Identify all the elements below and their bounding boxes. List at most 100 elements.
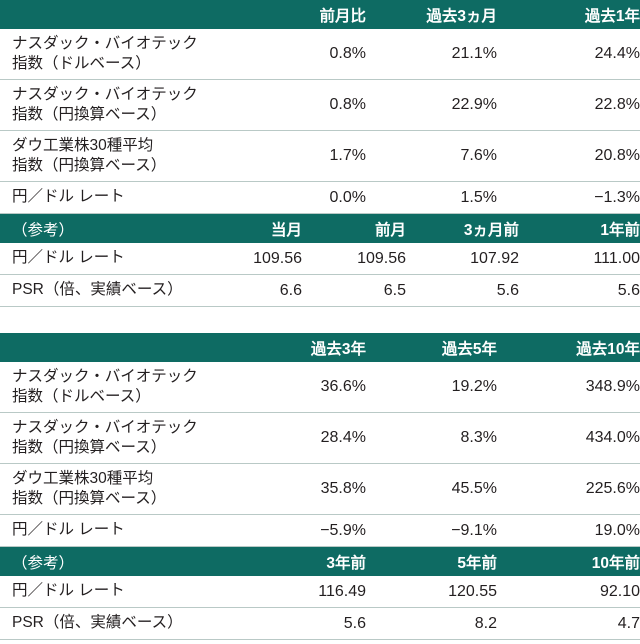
table-row: 円／ドル レート 109.56 109.56 107.92 111.00	[0, 243, 640, 275]
table-row: 円／ドル レート 116.49 120.55 92.10	[0, 576, 640, 608]
cell-value: −5.9%	[246, 514, 366, 547]
table-row: 円／ドル レート −5.9% −9.1% 19.0%	[0, 514, 640, 547]
cell-value: 92.10	[497, 576, 640, 608]
cell-value: 6.6	[182, 274, 302, 307]
cell-value: 1.5%	[366, 181, 497, 214]
row-label-line: ナスダック・バイオテック	[12, 367, 198, 385]
reference-header-cell: 3年前	[246, 547, 366, 576]
row-label: ナスダック・バイオテック 指数（円換算ベース）	[0, 79, 246, 131]
row-label: 円／ドル レート	[0, 514, 246, 547]
cell-value: 19.2%	[366, 362, 497, 413]
table-gap	[0, 307, 640, 333]
row-label-line: 指数（ドルベース）	[12, 388, 151, 405]
row-label-line: 円／ドル レート	[12, 188, 125, 206]
table-row: ダウ工業株30種平均 指数（円換算ベース） 1.7% 7.6% 20.8%	[0, 130, 640, 182]
table-longterm: 過去3年 過去5年 過去10年 ナスダック・バイオテック 指数（ドルベース） 3…	[0, 333, 640, 547]
cell-value: 35.8%	[246, 463, 366, 515]
row-label-line: 指数（ドルベース）	[12, 55, 151, 72]
cell-value: 19.0%	[497, 514, 640, 547]
cell-value: 111.00	[519, 243, 640, 275]
cell-value: 5.6	[406, 274, 519, 307]
row-label-line: 指数（円換算ベース）	[12, 490, 167, 507]
header-cell-blank	[0, 0, 246, 29]
row-label: 円／ドル レート	[0, 576, 246, 608]
row-label: 円／ドル レート	[0, 243, 182, 275]
table-row: ナスダック・バイオテック 指数（円換算ベース） 28.4% 8.3% 434.0…	[0, 412, 640, 464]
cell-value: 28.4%	[246, 412, 366, 464]
cell-value: 0.0%	[246, 181, 366, 214]
row-label-line: 指数（円換算ベース）	[12, 106, 167, 123]
row-label: ナスダック・バイオテック 指数（ドルベース）	[0, 362, 246, 413]
row-label: ナスダック・バイオテック 指数（円換算ベース）	[0, 412, 246, 464]
table-row: ナスダック・バイオテック 指数（ドルベース） 0.8% 21.1% 24.4%	[0, 29, 640, 80]
cell-value: 0.8%	[246, 79, 366, 131]
reference-header-row: （参考） 3年前 5年前 10年前	[0, 547, 640, 576]
cell-value: 120.55	[366, 576, 497, 608]
header-cell-3y: 過去3年	[246, 333, 366, 362]
cell-value: 5.6	[519, 274, 640, 307]
header-cell-1y: 過去1年	[497, 0, 640, 29]
row-label-line: ナスダック・バイオテック	[12, 85, 198, 103]
row-label: 円／ドル レート	[0, 181, 246, 214]
reference-label: （参考）	[0, 214, 182, 243]
cell-value: 225.6%	[497, 463, 640, 515]
header-cell-mom: 前月比	[246, 0, 366, 29]
cell-value: 24.4%	[497, 29, 640, 80]
reference-header-row: （参考） 当月 前月 3ヵ月前 1年前	[0, 214, 640, 243]
row-label: ナスダック・バイオテック 指数（ドルベース）	[0, 29, 246, 80]
table-row: ナスダック・バイオテック 指数（ドルベース） 36.6% 19.2% 348.9…	[0, 362, 640, 413]
cell-value: 5.6	[246, 607, 366, 640]
table-recent-reference: （参考） 当月 前月 3ヵ月前 1年前 円／ドル レート 109.56 109.…	[0, 214, 640, 307]
cell-value: 348.9%	[497, 362, 640, 413]
table-recent: 前月比 過去3ヵ月 過去1年 ナスダック・バイオテック 指数（ドルベース） 0.…	[0, 0, 640, 214]
cell-value: 109.56	[182, 243, 302, 275]
row-label-line: ダウ工業株30種平均	[12, 136, 154, 154]
cell-value: −9.1%	[366, 514, 497, 547]
cell-value: 107.92	[406, 243, 519, 275]
cell-value: 6.5	[302, 274, 406, 307]
header-cell-3m: 過去3ヵ月	[366, 0, 497, 29]
table-row: ナスダック・バイオテック 指数（円換算ベース） 0.8% 22.9% 22.8%	[0, 79, 640, 131]
cell-value: 7.6%	[366, 130, 497, 182]
cell-value: 45.5%	[366, 463, 497, 515]
table-longterm-reference: （参考） 3年前 5年前 10年前 円／ドル レート 116.49 120.55…	[0, 547, 640, 640]
table-header-row: 前月比 過去3ヵ月 過去1年	[0, 0, 640, 29]
header-cell-blank	[0, 333, 246, 362]
header-cell-10y: 過去10年	[497, 333, 640, 362]
table-row: 円／ドル レート 0.0% 1.5% −1.3%	[0, 181, 640, 214]
cell-value: 22.9%	[366, 79, 497, 131]
row-label-line: 円／ドル レート	[12, 521, 125, 539]
row-label: ダウ工業株30種平均 指数（円換算ベース）	[0, 130, 246, 182]
table-row: PSR（倍、実績ベース） 5.6 8.2 4.7	[0, 607, 640, 640]
cell-value: −1.3%	[497, 181, 640, 214]
row-label-line: ナスダック・バイオテック	[12, 418, 198, 436]
row-label-line: ナスダック・バイオテック	[12, 34, 198, 52]
row-label-line: 指数（円換算ベース）	[12, 157, 167, 174]
table-header-row: 過去3年 過去5年 過去10年	[0, 333, 640, 362]
cell-value: 4.7	[497, 607, 640, 640]
reference-header-cell: 当月	[182, 214, 302, 243]
cell-value: 0.8%	[246, 29, 366, 80]
table-row: PSR（倍、実績ベース） 6.6 6.5 5.6 5.6	[0, 274, 640, 307]
cell-value: 36.6%	[246, 362, 366, 413]
reference-header-cell: 1年前	[519, 214, 640, 243]
cell-value: 8.2	[366, 607, 497, 640]
cell-value: 434.0%	[497, 412, 640, 464]
reference-header-cell: 3ヵ月前	[406, 214, 519, 243]
cell-value: 8.3%	[366, 412, 497, 464]
cell-value: 1.7%	[246, 130, 366, 182]
row-label-line: ダウ工業株30種平均	[12, 469, 154, 487]
row-label: ダウ工業株30種平均 指数（円換算ベース）	[0, 463, 246, 515]
row-label: PSR（倍、実績ベース）	[0, 607, 246, 640]
table-row: ダウ工業株30種平均 指数（円換算ベース） 35.8% 45.5% 225.6%	[0, 463, 640, 515]
header-cell-5y: 過去5年	[366, 333, 497, 362]
cell-value: 109.56	[302, 243, 406, 275]
cell-value: 21.1%	[366, 29, 497, 80]
performance-table-longterm: 過去3年 過去5年 過去10年 ナスダック・バイオテック 指数（ドルベース） 3…	[0, 333, 640, 640]
cell-value: 116.49	[246, 576, 366, 608]
reference-header-cell: 前月	[302, 214, 406, 243]
reference-header-cell: 5年前	[366, 547, 497, 576]
row-label-line: 指数（円換算ベース）	[12, 439, 167, 456]
row-label: PSR（倍、実績ベース）	[0, 274, 183, 307]
